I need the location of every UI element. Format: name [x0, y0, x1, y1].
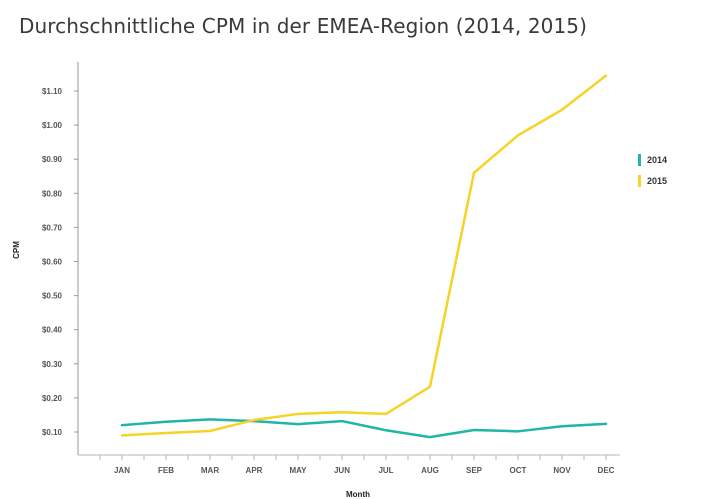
y-tick-label: $0.50	[42, 292, 63, 301]
x-tick-label: APR	[246, 466, 263, 475]
y-tick-label: $0.10	[42, 428, 63, 437]
chart-series	[120, 74, 608, 439]
x-tick-label: FEB	[158, 466, 174, 475]
y-tick-label: $1.10	[42, 87, 63, 96]
y-tick-label: $0.20	[42, 394, 63, 403]
legend-label-2014: 2014	[647, 155, 667, 165]
x-tick-label: MAR	[201, 466, 219, 475]
legend-swatch-2015	[638, 175, 641, 187]
x-tick-label: JUN	[334, 466, 350, 475]
x-tick-label: NOV	[553, 466, 571, 475]
y-tick-label: $1.00	[42, 121, 63, 130]
y-tick-label: $0.60	[42, 258, 63, 267]
y-tick-label: $0.30	[42, 360, 63, 369]
x-tick-label: SEP	[466, 466, 483, 475]
chart-title: Durchschnittliche CPM in der EMEA-Region…	[19, 14, 588, 38]
chart-axes	[77, 62, 620, 456]
series-line-2015	[120, 74, 608, 437]
x-tick-label: AUG	[421, 466, 439, 475]
x-tick-label: DEC	[598, 466, 615, 475]
x-tick-label: JUL	[378, 466, 393, 475]
chart-legend: 2014 2015	[638, 154, 667, 187]
y-tick-label: $0.70	[42, 223, 63, 232]
x-tick-label: MAY	[289, 466, 307, 475]
y-tick-label: $0.40	[42, 326, 63, 335]
x-tick-label: JAN	[114, 466, 130, 475]
x-axis-label: Month	[346, 490, 370, 499]
legend-swatch-2014	[638, 154, 641, 166]
chart-ticks: $0.10 $0.20 $0.30 $0.40 $0.50 $0.60 $0.70 $0.80…	[42, 87, 615, 475]
y-axis-label: CPM	[12, 241, 21, 259]
series-line-2014	[120, 418, 608, 439]
x-tick-label: OCT	[510, 466, 527, 475]
y-tick-label: $0.80	[42, 189, 63, 198]
legend-label-2015: 2015	[647, 176, 667, 186]
y-tick-label: $0.90	[42, 155, 63, 164]
